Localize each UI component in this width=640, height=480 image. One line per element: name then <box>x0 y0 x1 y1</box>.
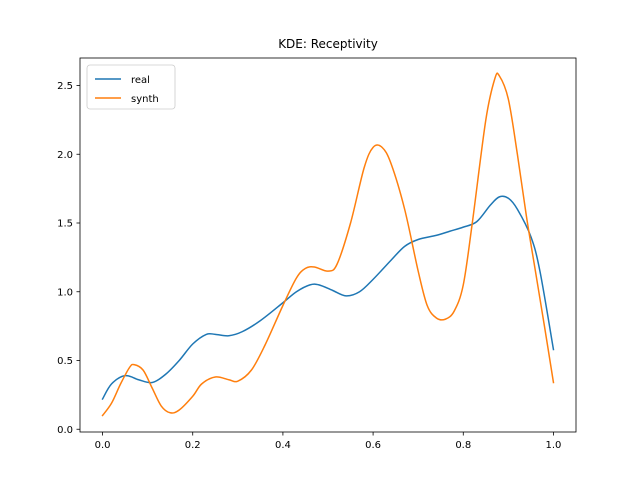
x-tick-label: 0.2 <box>185 440 201 451</box>
x-tick-label: 0.8 <box>455 440 471 451</box>
y-tick-label: 2.0 <box>57 150 73 161</box>
y-tick-label: 2.5 <box>57 81 73 92</box>
y-tick-label: 1.0 <box>57 287 73 298</box>
y-tick-label: 0.5 <box>57 356 73 367</box>
series-line-synth <box>101 72 555 417</box>
y-axis: 0.0 0.5 1.0 1.5 2.0 2.5 <box>57 81 80 436</box>
legend-label-real: real <box>131 75 150 86</box>
x-tick-label: 0.0 <box>95 440 111 451</box>
series-layer <box>101 72 555 417</box>
y-tick-label: 1.5 <box>57 219 73 230</box>
y-tick-label: 0.0 <box>57 425 73 436</box>
x-tick-label: 1.0 <box>546 440 562 451</box>
series-line-real <box>101 195 555 401</box>
plot-frame <box>79 57 577 433</box>
x-tick-label: 0.6 <box>365 440 381 451</box>
chart-title: KDE: Receptivity <box>278 37 378 51</box>
plot-area <box>79 57 577 433</box>
legend-label-synth: synth <box>131 94 159 105</box>
legend: real synth <box>86 64 176 110</box>
x-axis: 0.0 0.2 0.4 0.6 0.8 1.0 <box>95 432 562 451</box>
x-tick-label: 0.4 <box>275 440 291 451</box>
